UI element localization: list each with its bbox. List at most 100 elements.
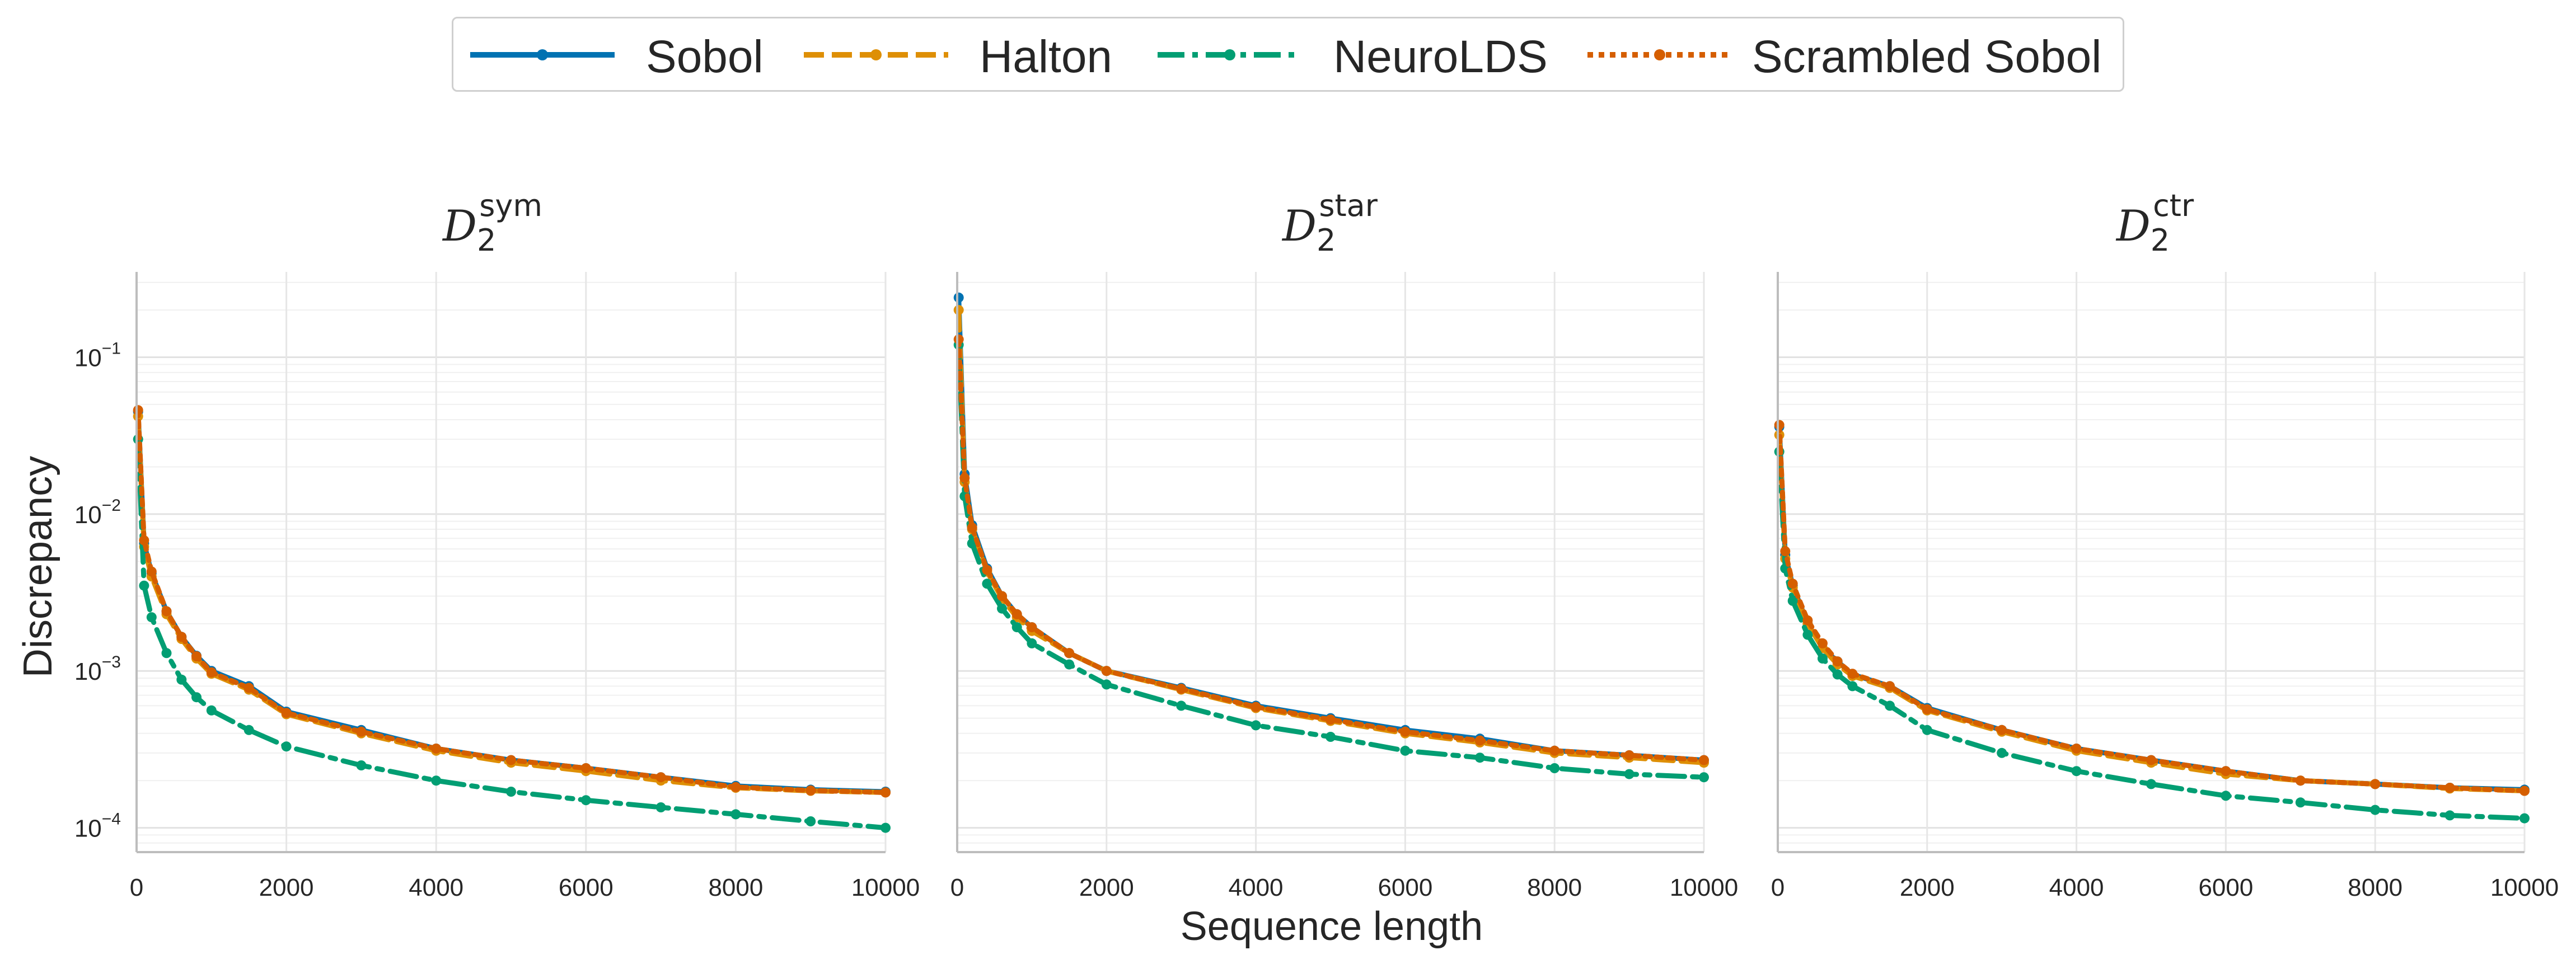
x-tick-label: 8000 [708,874,763,901]
data-point-scrambled-sobol [356,726,367,737]
data-point-neurolds [997,603,1007,614]
data-point-scrambled-sobol [2444,783,2455,793]
legend: Sobol Halton NeuroLDS Scrambled Sobol [452,17,2124,92]
data-point-scrambled-sobol [176,632,187,642]
legend-swatch-neurolds [1158,49,1302,60]
data-point-neurolds [191,692,202,703]
data-point-scrambled-sobol [161,606,172,617]
subplot-star: D2star 0 2000 4000 6000 8000 10000 [950,188,1738,901]
data-point-scrambled-sobol [1474,735,1485,746]
data-point-scrambled-sobol [997,591,1007,601]
data-point-neurolds [1326,732,1336,742]
title-sup-sym: sym [479,188,542,223]
y-tick-label: 10−2 [74,496,121,529]
data-point-scrambled-sobol [805,785,816,796]
data-point-neurolds [1847,681,1858,692]
data-point-neurolds [1250,720,1261,731]
data-point-scrambled-sobol [1885,681,1895,692]
y-tick-label: 10−1 [74,340,121,372]
subplot-sym: D2sym 0 2000 4000 6000 8000 10000 10−1 10−2 10−3… [74,188,920,901]
legend-label-neurolds: NeuroLDS [1333,31,1548,82]
data-point-neurolds [1027,638,1037,648]
data-point-neurolds [506,787,516,797]
title-sub-sym: 2 [477,223,496,258]
legend-label-halton: Halton [980,31,1113,82]
data-point-scrambled-sobol [959,473,970,483]
data-point-scrambled-sobol [281,708,292,718]
subplot-ctr: D2ctr 0 2000 4000 6000 8000 10000 [1771,188,2559,901]
data-point-neurolds [1997,747,2007,758]
data-point-scrambled-sobol [1818,638,1828,648]
data-point-neurolds [139,580,149,591]
data-point-scrambled-sobol [2146,755,2156,765]
data-point-neurolds [1176,700,1187,711]
data-point-scrambled-sobol [1787,579,1798,589]
legend-label-sobol: Sobol [646,31,764,82]
x-tick-label: 2000 [259,874,314,901]
x-tick-label: 4000 [409,874,463,901]
data-point-scrambled-sobol [191,651,202,661]
data-point-scrambled-sobol [206,667,217,678]
series-star [953,292,1709,783]
legend-swatch-halton [804,49,948,60]
data-point-neurolds [1400,745,1411,756]
data-point-neurolds [1832,669,1843,680]
data-point-scrambled-sobol [2295,775,2306,786]
data-point-neurolds [1011,622,1022,633]
data-point-neurolds [431,775,442,786]
x-tick-label: 0 [1771,874,1785,901]
data-point-neurolds [730,809,741,820]
series-ctr [1774,420,2530,824]
data-point-scrambled-sobol [1802,615,1813,626]
data-point-neurolds [161,648,172,659]
series-line-neurolds [135,436,888,831]
data-point-neurolds [2444,810,2455,821]
series-line-scrambled-sobol [956,337,1707,763]
data-point-scrambled-sobol [243,683,254,693]
series-line-halton [135,413,888,795]
data-point-neurolds [146,612,157,623]
data-point-neurolds [1787,595,1798,606]
data-point-scrambled-sobol [2071,744,2082,754]
data-point-scrambled-sobol [1326,714,1336,725]
series-line-scrambled-sobol [1777,422,2527,793]
x-tick-label: 2000 [1079,874,1134,901]
series-line-sobol [1777,424,2527,792]
data-point-neurolds [176,674,187,685]
data-point-neurolds [2370,805,2381,815]
title-main-star: D [1281,201,1317,251]
data-point-halton [953,305,964,316]
subplot-title-ctr: D2ctr [2115,188,2194,258]
data-point-scrambled-sobol [2221,766,2231,777]
data-point-neurolds [281,741,292,752]
series-line-scrambled-sobol [135,407,888,795]
data-point-scrambled-sobol [1922,704,1932,714]
axes-sym: 0 2000 4000 6000 8000 10000 10−1 10−2 10−3 10−4 [74,272,920,901]
data-point-neurolds [2146,779,2156,789]
data-point-scrambled-sobol [880,787,891,798]
data-point-scrambled-sobol [1624,750,1634,760]
x-tick-label: 8000 [2348,874,2402,901]
data-point-neurolds [1922,725,1932,735]
data-point-scrambled-sobol [1699,755,1709,765]
data-point-scrambled-sobol [967,523,977,533]
data-point-neurolds [580,795,591,806]
data-point-scrambled-sobol [1997,725,2007,735]
x-axis-label: Sequence length [1181,904,1483,949]
data-point-scrambled-sobol [133,405,143,416]
x-tick-label: 8000 [1527,874,1582,901]
data-point-neurolds [1474,753,1485,763]
data-point-scrambled-sobol [1064,648,1075,659]
x-tick-label: 0 [130,874,143,901]
data-point-neurolds [1802,629,1813,640]
grid-star [956,272,1705,853]
data-point-scrambled-sobol [1250,702,1261,712]
data-point-scrambled-sobol [1176,684,1187,694]
data-point-neurolds [2519,813,2530,824]
x-tick-label: 6000 [2198,874,2253,901]
data-point-neurolds [982,579,992,589]
data-point-neurolds [2071,766,2082,777]
data-point-scrambled-sobol [1400,726,1411,737]
data-point-scrambled-sobol [2519,786,2530,796]
